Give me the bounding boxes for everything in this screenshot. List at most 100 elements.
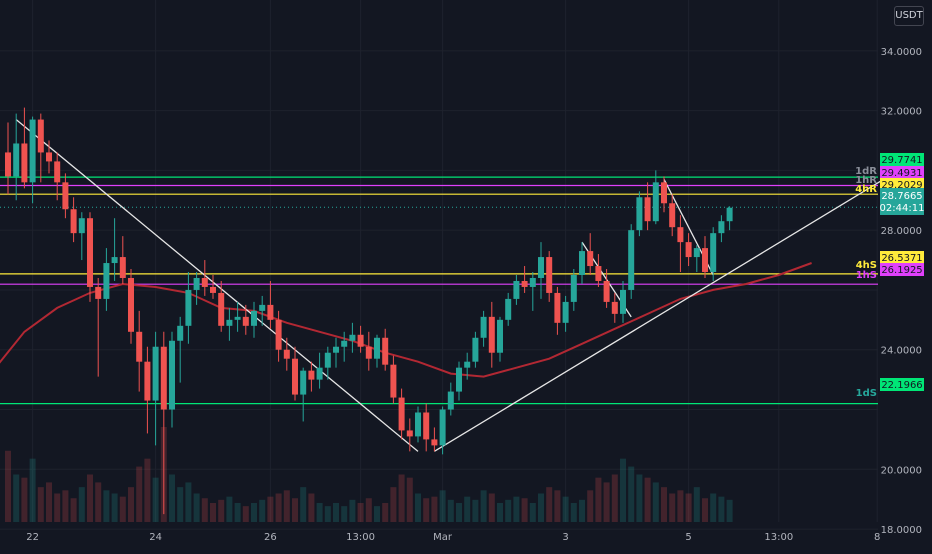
y-tick-label: 18.0000 [881, 525, 922, 536]
candle-body [349, 334, 356, 341]
candle-body [718, 221, 725, 234]
volume-bar [406, 477, 413, 522]
candle-body [497, 319, 503, 353]
candle-body [505, 298, 512, 320]
volume-bar [505, 499, 512, 522]
volume-bar [242, 506, 249, 522]
x-tick-label: 13:00 [346, 532, 375, 543]
candle-body [300, 370, 307, 395]
candle-body [521, 280, 528, 287]
volume-bar [316, 503, 323, 522]
volume-bar [472, 499, 479, 522]
volume-bar [628, 466, 635, 522]
volume-bar [333, 503, 339, 522]
volume-bar [324, 506, 331, 522]
volume-bar [226, 496, 233, 522]
volume-bar [611, 474, 618, 522]
candle-body [693, 248, 700, 258]
level-price-box [880, 251, 924, 264]
level-price-label: 29.2029 [881, 180, 922, 191]
volume-bar [669, 493, 676, 522]
volume-bar [95, 482, 102, 522]
volume-bar [480, 490, 487, 522]
volume-bar [152, 477, 159, 522]
volume-bar [677, 490, 684, 522]
volume-bar [390, 487, 397, 522]
volume-bar [341, 506, 348, 522]
candle-body [218, 292, 225, 326]
volume-bar [275, 493, 282, 522]
volume-bar [620, 458, 626, 522]
candle-body [710, 233, 717, 273]
candle-body [529, 277, 536, 287]
candle-body [415, 412, 421, 437]
volume-bar [13, 474, 20, 522]
candle-body [579, 251, 585, 275]
candle-body [603, 280, 610, 302]
level-price-label: 29.7741 [881, 155, 922, 166]
candle-body [119, 257, 126, 278]
volume-bar [431, 496, 438, 522]
volume-bar [398, 474, 405, 522]
current-price-label: 28.7665 [881, 191, 922, 202]
volume-bar [521, 498, 528, 522]
volume-bar [693, 487, 700, 522]
level-tag-1hS: 1hS [856, 270, 877, 281]
candle-body [333, 346, 339, 353]
x-tick-label: 24 [149, 532, 162, 543]
volume-bar [234, 503, 241, 522]
volume-bar [538, 493, 544, 522]
volume-bar [685, 493, 692, 522]
level-price-box [880, 153, 924, 166]
level-tag-4hR: 4hR [855, 184, 877, 195]
volume-bar [365, 498, 372, 522]
candle-body [702, 248, 708, 273]
volume-bar [169, 474, 175, 522]
candle-body [251, 310, 257, 326]
candle-body [423, 412, 430, 440]
candle-body [382, 337, 389, 365]
y-tick-label: 32.0000 [881, 107, 922, 118]
volume-bar [570, 503, 577, 522]
volume-bar [136, 466, 143, 522]
candle-body [661, 182, 667, 204]
volume-bar [177, 487, 184, 522]
level-price-box [880, 378, 924, 391]
volume-bar [103, 490, 110, 522]
y-tick-label: 34.0000 [881, 47, 922, 58]
volume-bar [300, 487, 307, 522]
volume-bar [726, 499, 733, 522]
volume-bar [259, 499, 266, 522]
candle-body [587, 251, 594, 267]
candle-body [685, 242, 692, 258]
volume-bar [513, 496, 520, 522]
candle-body [234, 316, 241, 320]
level-price-box [880, 166, 924, 179]
candle-body [726, 207, 733, 222]
volume-bar [193, 493, 200, 522]
candle-body [570, 275, 577, 302]
x-tick-label: 26 [264, 532, 277, 543]
volume-bar [5, 450, 11, 522]
candle-body [87, 218, 93, 287]
x-tick-label: 8 [874, 532, 880, 543]
currency-badge[interactable]: USDT [894, 6, 924, 26]
volume-bar [439, 490, 446, 522]
candle-body [398, 397, 405, 431]
candle-body [292, 358, 298, 395]
volume-bar [497, 503, 503, 522]
candle-body [177, 325, 184, 341]
volume-bar [210, 503, 216, 522]
level-price-label: 29.4931 [881, 168, 922, 179]
candle-body [259, 304, 266, 311]
candle-body [95, 286, 102, 299]
volume-bar [283, 490, 290, 522]
candle-body [29, 119, 36, 183]
candle-body [611, 301, 618, 314]
level-price-label: 26.5371 [881, 253, 922, 264]
candle-body [644, 197, 651, 222]
candle-body [652, 182, 659, 222]
candle-body [562, 301, 569, 323]
